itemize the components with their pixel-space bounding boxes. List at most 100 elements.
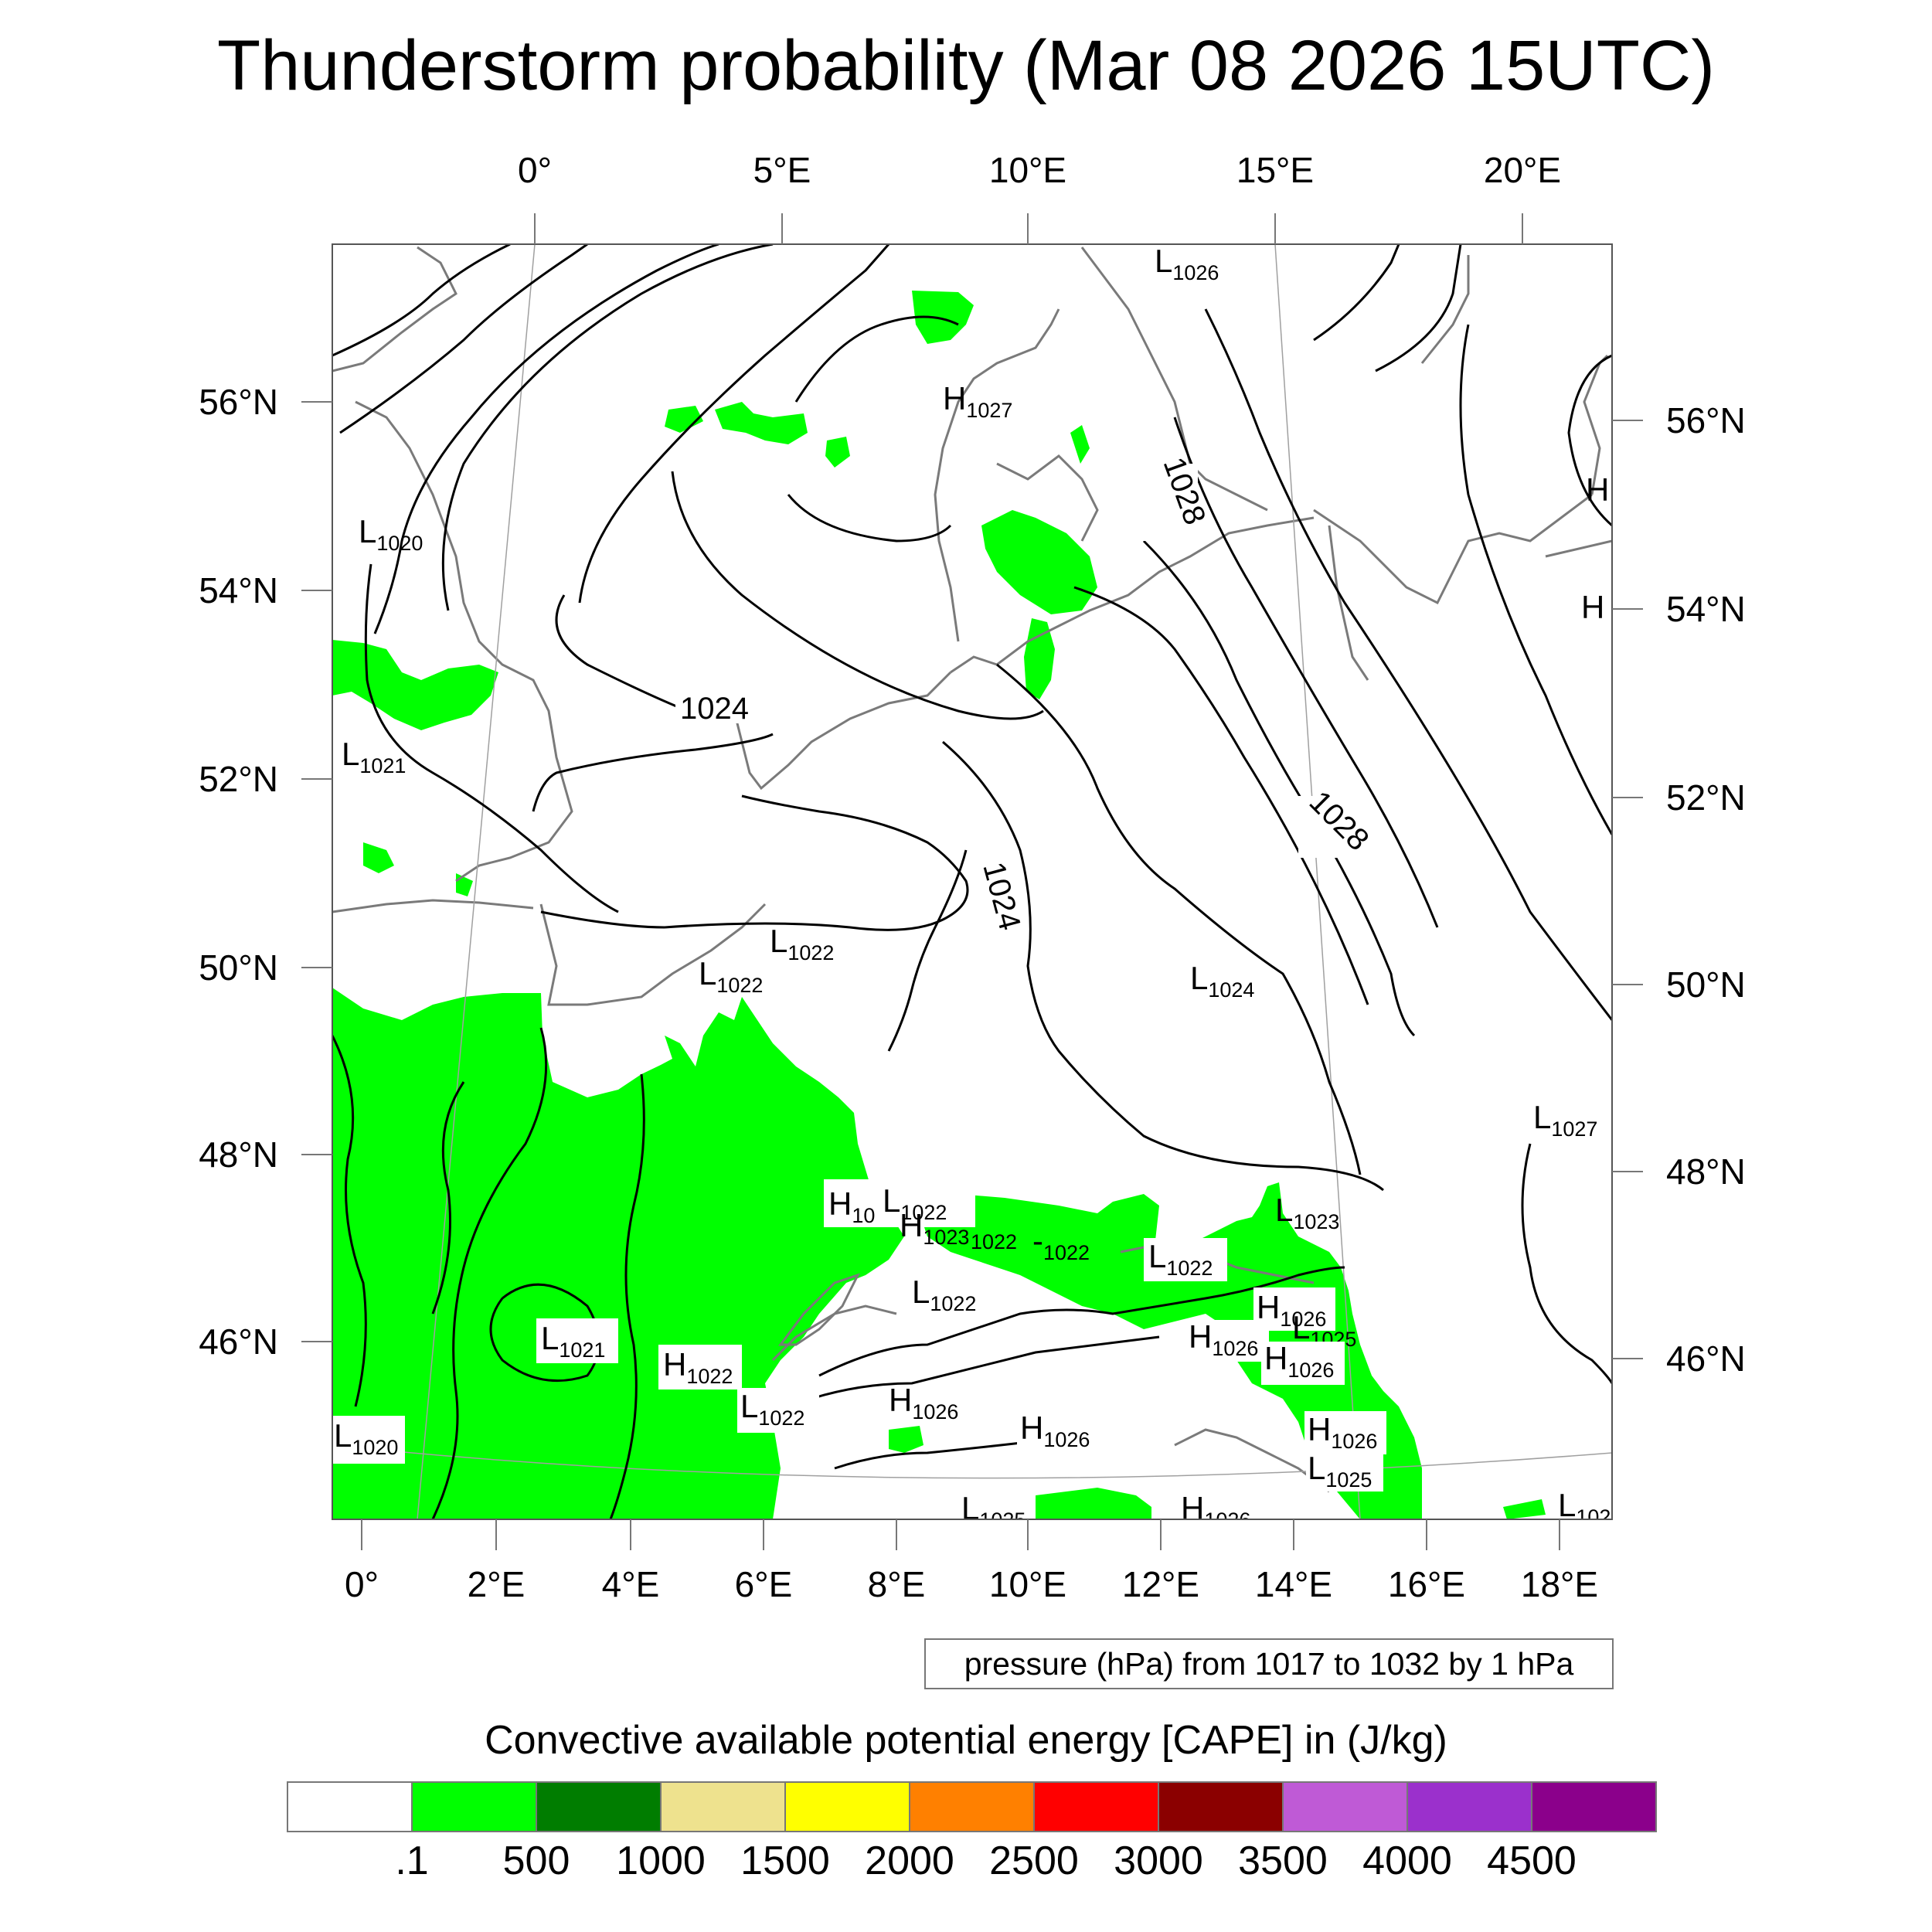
isobar-21 — [1313, 244, 1400, 342]
cape-area-north-sea-1 — [912, 291, 974, 344]
pressure-center-label: L1020 — [334, 1417, 398, 1459]
right-lat-label: 54°N — [1666, 589, 1746, 629]
colorbar-label: 4000 — [1362, 1838, 1452, 1883]
border-polish-lithuanian — [1545, 539, 1612, 558]
isobar-12 — [664, 794, 969, 931]
right-lat-label: 48°N — [1666, 1151, 1746, 1192]
pressure-center-label: H1026 — [1020, 1410, 1090, 1451]
meridian-0 — [417, 244, 536, 1519]
pressure-center-label: L1027 — [1533, 1099, 1597, 1141]
isobar-3 — [373, 244, 719, 634]
isobars — [332, 244, 1612, 1519]
pressure-center-label: H — [1581, 589, 1604, 625]
isobar-33 — [1521, 1143, 1612, 1384]
pressure-center-label: H10 — [828, 1185, 875, 1227]
colorbar-box — [1406, 1781, 1532, 1832]
colorbar-box — [1282, 1781, 1408, 1832]
left-lat-label: 46°N — [199, 1321, 278, 1362]
isobar-5 — [441, 244, 774, 611]
isobar-2 — [339, 244, 588, 434]
bottom-lon-label: 8°E — [868, 1564, 926, 1604]
cape-shading — [332, 291, 1546, 1519]
coast-scotland — [332, 246, 457, 372]
right-lat-label: 52°N — [1666, 777, 1746, 818]
colorbar-box — [1531, 1781, 1657, 1832]
bottom-lon-label: 6°E — [735, 1564, 793, 1604]
border-switzerland — [771, 1304, 897, 1362]
parallel-45n — [332, 1444, 1612, 1479]
isobar-1 — [332, 244, 511, 357]
colorbar-label: 3000 — [1114, 1838, 1203, 1883]
isobar-31 — [787, 1335, 1160, 1408]
colorbar-title: Convective available potential energy [C… — [485, 1718, 1447, 1763]
coast-uk-east — [355, 400, 573, 883]
left-axis-labels: 56°N 54°N 52°N 50°N 48°N 46°N — [199, 382, 278, 1362]
colorbar-box — [909, 1781, 1035, 1832]
pressure-center-label: L1021 — [342, 736, 406, 777]
coast-adriatic — [1174, 1428, 1330, 1493]
cape-area-north-sea-3 — [715, 402, 808, 444]
bottom-lon-label: 10°E — [989, 1564, 1066, 1604]
left-lat-label: 54°N — [199, 570, 278, 611]
pressure-center-label: 1022 — [971, 1230, 1017, 1253]
cape-area-adriatic — [1036, 1488, 1151, 1519]
colorbar-box — [1033, 1781, 1159, 1832]
colorbar — [287, 1781, 1657, 1832]
pressure-center-label: L1022 — [740, 1388, 804, 1430]
isobar-22 — [1375, 244, 1462, 372]
pressure-center-label: H1026 — [1257, 1289, 1326, 1331]
bottom-lon-label: 4°E — [602, 1564, 660, 1604]
bottom-lon-label: 12°E — [1122, 1564, 1199, 1604]
colorbar-label: 2000 — [865, 1838, 954, 1883]
bottom-lon-label: 18°E — [1521, 1564, 1598, 1604]
bottom-lon-label: 2°E — [468, 1564, 526, 1604]
colorbar-label: 3500 — [1238, 1838, 1328, 1883]
cape-area-denmark — [981, 510, 1097, 614]
colorbar-box — [536, 1781, 662, 1832]
pressure-center-label: H1027 — [943, 380, 1012, 422]
pressure-center-label: L1025 — [961, 1490, 1026, 1532]
colorbar-box — [411, 1781, 537, 1832]
top-lon-label: 20°E — [1484, 150, 1561, 190]
colorbar-label: 500 — [502, 1838, 570, 1883]
isobar-label: 1024 — [680, 692, 749, 726]
isobar-13 — [540, 910, 665, 929]
coast-jutland — [934, 308, 1060, 642]
coast-netherlands — [733, 671, 952, 791]
pressure-center-label: L1023 — [1275, 1192, 1339, 1233]
isobar-29 — [431, 1081, 465, 1315]
isobar-label-group: 1024 1024 1028 1028 — [675, 453, 1376, 951]
isobar-4 — [364, 563, 619, 913]
colorbar-box — [1158, 1781, 1284, 1832]
meridian-15e — [1274, 244, 1361, 1519]
coast-france-north — [539, 903, 767, 1006]
bottom-lon-label: 16°E — [1388, 1564, 1465, 1604]
bottom-lon-label: 0° — [345, 1564, 379, 1604]
isobar-26 — [609, 1073, 645, 1519]
isobar-28 — [332, 1035, 367, 1407]
pressure-center-label: H1023 — [900, 1207, 969, 1249]
pressure-center-label: L1024 — [1190, 960, 1254, 1002]
bottom-axis-labels: 0° 2°E 4°E 6°E 8°E 10°E 12°E 14°E 16°E 1… — [345, 1564, 1598, 1604]
pressure-info-box: pressure (hPa) from 1017 to 1032 by 1 hP… — [924, 1638, 1614, 1689]
isobar-6 — [555, 594, 689, 713]
left-lat-label: 52°N — [199, 759, 278, 799]
isobar-8 — [578, 244, 890, 604]
isobar-19 — [1173, 417, 1439, 928]
cape-area-east — [1503, 1499, 1546, 1519]
isobar-16 — [996, 663, 1362, 1175]
pressure-center-label: H — [1586, 471, 1609, 508]
colorbar-box — [287, 1781, 413, 1832]
isobar-17 — [1073, 586, 1369, 1005]
pressure-center-group: L1026 H1027 L1020 L1021 H H L1022 L1022 … — [332, 244, 1611, 1532]
right-lat-label: 50°N — [1666, 964, 1746, 1005]
pressure-center-label: L1022 — [883, 1182, 947, 1224]
cape-area-north-sea-4 — [825, 437, 850, 468]
colorbar-label: 1500 — [740, 1838, 830, 1883]
cape-area-po — [889, 1426, 923, 1453]
cape-area-alps — [920, 1182, 1422, 1519]
pressure-center-label: L1022 — [770, 923, 834, 964]
colorbar-box — [784, 1781, 910, 1832]
isobar-24 — [1567, 354, 1612, 527]
right-lat-label: 56°N — [1666, 400, 1746, 440]
